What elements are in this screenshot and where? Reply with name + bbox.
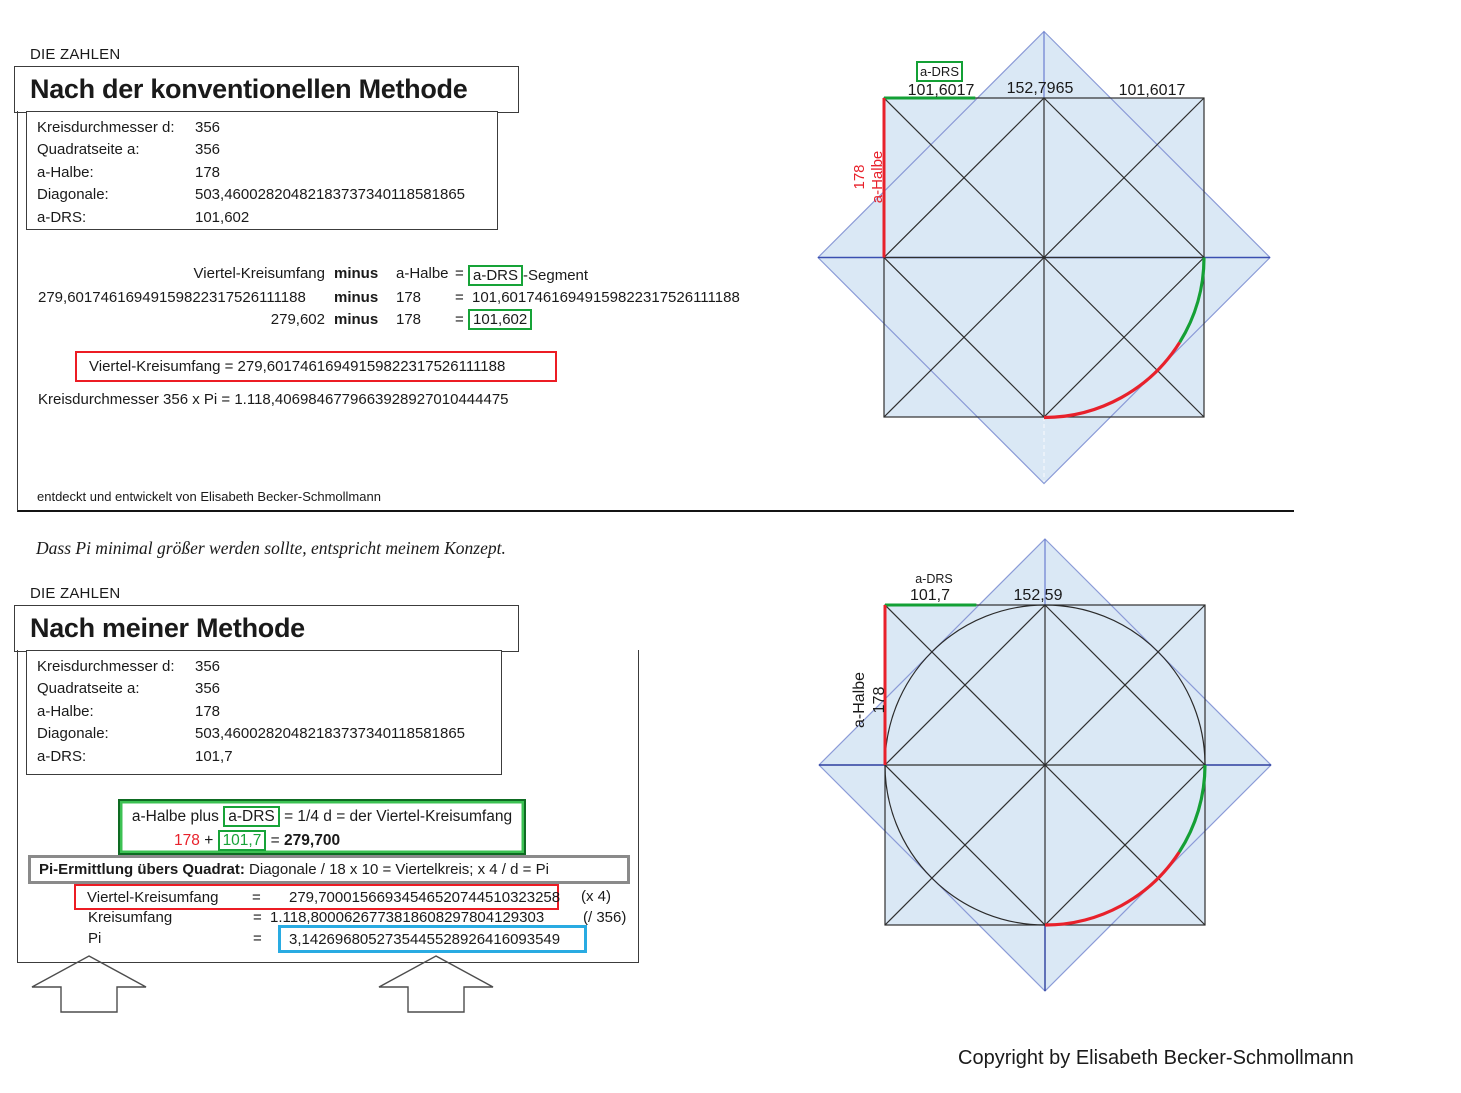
section2-values-box: Kreisdurchmesser d: 356 Quadratseite a: 35… (26, 650, 502, 775)
square-structure (883, 97, 1205, 418)
section2-title-box: Nach meiner Methode (14, 605, 519, 652)
top-left-measure: 101,6017 (908, 82, 975, 99)
side-label-178: 178 (871, 687, 888, 714)
top-right-measure: 101,6017 (1119, 82, 1186, 99)
section1-title-box: Nach der konventionellen Methode (14, 66, 519, 113)
a-drs-box: a-DRS (223, 806, 280, 827)
value-row: Quadratseite a: 356 (37, 141, 221, 159)
diagram-my-method: a-DRS 101,7 152,59 a-Halbe 178 (818, 538, 1272, 992)
a-drs-label-box (916, 61, 963, 82)
note-div356: (/ 356) (583, 909, 627, 926)
a-drs-value-box: 101,7 (217, 830, 267, 851)
value-row: a-Halbe: 178 (37, 702, 221, 720)
a-drs-label: a-DRS (915, 572, 953, 586)
side-label-a-halbe: a-Halbe (869, 151, 886, 204)
section2-title: Nach meiner Methode (30, 613, 305, 643)
up-arrows (31, 955, 494, 1013)
quarter-arc-red (1043, 341, 1182, 420)
calc-line-3: 279,602 minus 178 = 101,602 (0, 309, 800, 331)
calc-line-2: 279,60174616949159822317526111188 minus … (38, 289, 740, 306)
value-row: a-DRS: 101,602 (37, 208, 250, 226)
top-left-measure: 101,7 (910, 587, 950, 604)
section1-red-result-box: Viertel-Kreisumfang = 279,60174616949159… (75, 351, 557, 382)
value-row: Kreisdurchmesser d: 356 (37, 658, 221, 675)
square-structure (884, 604, 1206, 926)
quarter-arc-green (1178, 257, 1206, 344)
section1-outer-box (17, 111, 1294, 512)
quarter-arc-red (1044, 851, 1181, 927)
result-green-box: 101,602 (468, 309, 533, 330)
section2-kicker: DIE ZAHLEN (30, 585, 121, 602)
outer-diamond-outline (817, 30, 1271, 485)
section2-red-result-box: Viertel-Kreisumfang = 279,70001566934546… (74, 884, 560, 910)
value-row: Quadratseite a: 356 (37, 680, 221, 698)
section1-pi-line: Kreisdurchmesser 356 x Pi = 1.118,406984… (38, 391, 509, 408)
value-row: a-DRS: 101,7 (37, 747, 233, 765)
pi-ermittlung-box: Pi-Ermittlung übers Quadrat: Diagonale /… (28, 855, 630, 884)
a-drs-box: a-DRS (468, 265, 524, 286)
calc-line-1: Viertel-Kreisumfang minus a-Halbe = a-DR… (193, 265, 589, 286)
up-arrow-icon (378, 955, 494, 1013)
value-row: a-Halbe: 178 (37, 163, 221, 181)
value-row: Kreisdurchmesser d: 356 (37, 119, 221, 136)
note-x4: (x 4) (581, 888, 611, 905)
green-formula-box: a-Halbe plus a-DRS = 1/4 d = der Viertel… (118, 799, 526, 855)
copyright-text: Copyright by Elisabeth Becker-Schmollman… (958, 1047, 1354, 1069)
diagram-conventional: a-DRS 101,6017 152,7965 101,6017 178 a-H… (817, 30, 1271, 485)
section1-values-box: Kreisdurchmesser d: 356 Quadratseite a: 35… (26, 111, 498, 230)
section2-outer-box (17, 650, 639, 963)
section1-footer: entdeckt und entwickelt von Elisabeth Be… (37, 489, 381, 504)
interlude-text: Dass Pi minimal größer werden sollte, en… (36, 538, 506, 558)
up-arrow-icon (31, 955, 147, 1013)
pi-value-box: 3,1426968052735445528926416093549 (278, 925, 587, 953)
quarter-arc-green (1177, 764, 1207, 853)
side-label-a-halbe: a-Halbe (851, 672, 868, 728)
side-label-178: 178 (851, 164, 868, 189)
section1-title: Nach der konventionellen Methode (30, 74, 468, 104)
value-row: Diagonale: 503,46002820482183737340118581… (37, 725, 466, 743)
top-mid-measure: 152,59 (1014, 587, 1063, 604)
a-drs-label: a-DRS (920, 64, 959, 79)
section1-kicker: DIE ZAHLEN (30, 46, 121, 63)
top-mid-measure: 152,7965 (1007, 80, 1074, 97)
value-row: Diagonale: 503,46002820482183737340118581… (37, 186, 466, 204)
